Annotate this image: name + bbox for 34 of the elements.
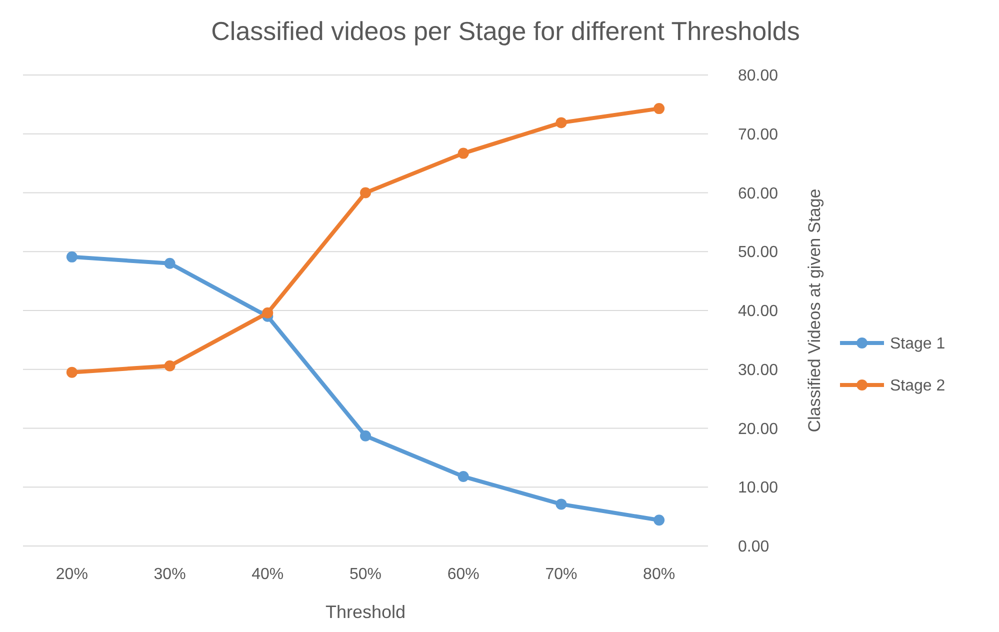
chart-title: Classified videos per Stage for different Thresholds: [211, 16, 800, 46]
point: [458, 471, 469, 482]
point: [654, 514, 665, 526]
x-tick-label: 60%: [447, 566, 480, 583]
point: [360, 187, 371, 198]
x-tick-label: 50%: [349, 566, 382, 583]
point: [66, 366, 78, 378]
y2-tick-label: 20.00: [738, 420, 778, 438]
x-tick-label: 70%: [545, 566, 578, 583]
y2-tick-label: 50.00: [738, 244, 778, 262]
y2-tick-label: 70.00: [738, 126, 778, 144]
y2-axis-title: Classified Videos at given Stage: [805, 188, 824, 432]
point: [556, 498, 567, 510]
y2-tick-label: 0.00: [738, 538, 770, 556]
point: [262, 307, 274, 318]
legend-label: Stage 1: [890, 336, 946, 353]
point: [654, 103, 665, 114]
point: [556, 117, 567, 128]
point: [458, 148, 469, 159]
point: [164, 360, 176, 372]
y2-tick-label: 80.00: [738, 68, 778, 85]
x-tick-label: 80%: [643, 566, 676, 583]
point: [164, 258, 176, 269]
x-tick-label: 20%: [56, 566, 88, 583]
point: [66, 251, 78, 262]
legend-label: Stage 2: [890, 378, 946, 395]
y2-tick-label: 60.00: [738, 185, 778, 202]
y2-tick-label: 40.00: [738, 303, 778, 320]
x-tick-label: 40%: [252, 566, 284, 583]
y2-tick-label: 30.00: [738, 362, 778, 379]
y2-tick-label: 10.00: [738, 480, 778, 497]
x-axis-title: Threshold: [325, 602, 406, 622]
point: [360, 430, 371, 442]
x-tick-label: 30%: [154, 566, 186, 583]
